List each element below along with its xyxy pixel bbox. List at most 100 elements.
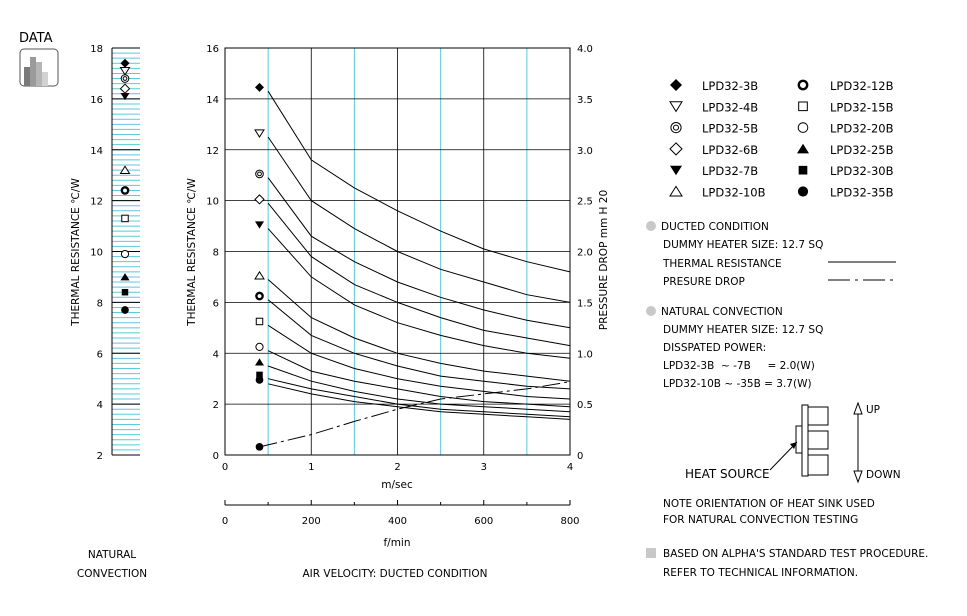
natural-tick-label: 6 (97, 349, 103, 360)
chart-caption: AIR VELOCITY: DUCTED CONDITION (302, 568, 487, 580)
ducted-bullet (646, 221, 656, 231)
natural-tick-label: 18 (90, 44, 103, 55)
y-tick-label: 8 (213, 248, 219, 259)
series-line (267, 90, 571, 273)
natural-tick-label: 16 (90, 95, 103, 106)
dissipated-power: DISSPATED POWER: (663, 342, 766, 354)
y-tick-label: 10 (206, 197, 219, 208)
legend-marker (669, 185, 683, 197)
y-tick-label: 2 (213, 400, 219, 411)
x-tick-label: 4 (567, 462, 573, 473)
natural-point (120, 186, 130, 195)
y-right-tick-label: 1.5 (577, 298, 593, 309)
y-tick-label: 16 (206, 44, 219, 55)
power-line-1: LPD32-3B ~ -7B = 2.0(W) (663, 360, 815, 372)
bar-chart-icon (19, 48, 59, 87)
natural-point (120, 92, 130, 101)
y-right-tick-label: 2.5 (577, 197, 593, 208)
chart-ylabel-left: THERMAL RESISTANCE ℃/W (186, 178, 198, 327)
natural-caption-line2: CONVECTION (77, 568, 147, 580)
series-line (267, 136, 571, 303)
natural-point (120, 273, 130, 281)
series-marker (256, 371, 263, 379)
natural-tick-label: 8 (97, 298, 103, 309)
x-tick-label: 0 (222, 462, 228, 473)
legend-marker (797, 79, 809, 91)
legend-marker (670, 79, 682, 91)
series-marker (254, 270, 265, 280)
series-marker (255, 291, 264, 301)
natural-convection-scale: 2 4 6 8 10 12 14 16 18 (90, 44, 140, 462)
legend-marker (797, 143, 809, 154)
legend-label: LPD32-35B (830, 186, 894, 200)
series-line (267, 202, 571, 347)
natural-point (119, 165, 131, 174)
natural-tick-label: 2 (97, 451, 103, 462)
thermal-resistance-key: THERMAL RESISTANCE (662, 258, 782, 270)
natural-title: NATURAL CONVECTION (661, 306, 783, 318)
legend-marker (669, 101, 683, 113)
ducted-title: DUCTED CONDITION (661, 221, 769, 233)
natural-point (121, 306, 129, 314)
series-marker (255, 221, 264, 229)
pressure-drop-key: PRESURE DROP (663, 276, 745, 288)
natural-tick-label: 4 (97, 400, 103, 411)
natural-point (120, 74, 130, 83)
series-marker (255, 342, 264, 351)
series-line (267, 279, 571, 382)
natural-tick-label: 14 (90, 146, 103, 157)
series-line (267, 383, 571, 420)
series-marker (255, 169, 264, 179)
series-marker (255, 358, 264, 366)
down-label: DOWN (866, 469, 901, 481)
natural-bullet (646, 306, 656, 316)
y-tick-label: 6 (213, 298, 219, 309)
y-tick-label: 14 (206, 95, 219, 106)
y-tick-label: 4 (213, 349, 219, 360)
fmin-tick-label: 600 (474, 516, 493, 527)
series-line (267, 350, 571, 408)
series-line (267, 378, 571, 418)
legend-marker (798, 165, 808, 175)
x-tick-label: 1 (308, 462, 314, 473)
natural-tick-label: 10 (90, 248, 103, 259)
y-right-tick-label: 0.5 (577, 400, 593, 411)
y-right-tick-label: 1.0 (577, 349, 593, 360)
series-marker (254, 129, 265, 138)
y-right-tick-label: 2.0 (577, 248, 593, 259)
legend-label: LPD32-5B (702, 122, 758, 136)
series-line (267, 324, 571, 400)
ducted-heater: DUMMY HEATER SIZE: 12.7 SQ (663, 239, 823, 251)
heat-source-label: HEAT SOURCE (685, 467, 770, 481)
pressure-drop-marker (255, 443, 264, 451)
natural-point (119, 67, 131, 76)
legend-marker (669, 142, 683, 156)
legend-label: LPD32-7B (702, 164, 758, 178)
y-right-tick-label: 3.0 (577, 146, 593, 157)
legend-marker (798, 101, 808, 112)
natural-point (120, 249, 130, 259)
series-marker (255, 82, 264, 92)
series-marker (254, 194, 265, 205)
chart-xlabel2: f/min (383, 537, 410, 549)
natural-heater: DUMMY HEATER SIZE: 12.7 SQ (663, 324, 823, 336)
legend-label: LPD32-4B (702, 100, 758, 114)
legend-label: LPD32-30B (830, 164, 894, 178)
fmin-tick-label: 0 (222, 516, 228, 527)
legend-marker (797, 122, 809, 133)
y-tick-label: 12 (206, 146, 219, 157)
standard-bullet (646, 548, 656, 558)
fmin-tick-label: 400 (388, 516, 407, 527)
chart-ylabel-right: PRESSURE DROP mm H 20 (598, 190, 610, 330)
natural-caption-line1: NATURAL (88, 549, 136, 561)
series-marker (255, 317, 264, 326)
legend-label: LPD32-12B (830, 79, 894, 93)
standard-note-line1: BASED ON ALPHA'S STANDARD TEST PROCEDURE… (663, 548, 928, 560)
fmin-tick-label: 800 (560, 516, 579, 527)
chart-xlabel: m/sec (381, 479, 413, 491)
x-tick-label: 2 (394, 462, 400, 473)
heat-sink-orientation-diagram (769, 401, 863, 484)
natural-tick-label: 12 (90, 197, 103, 208)
natural-point (120, 58, 130, 68)
